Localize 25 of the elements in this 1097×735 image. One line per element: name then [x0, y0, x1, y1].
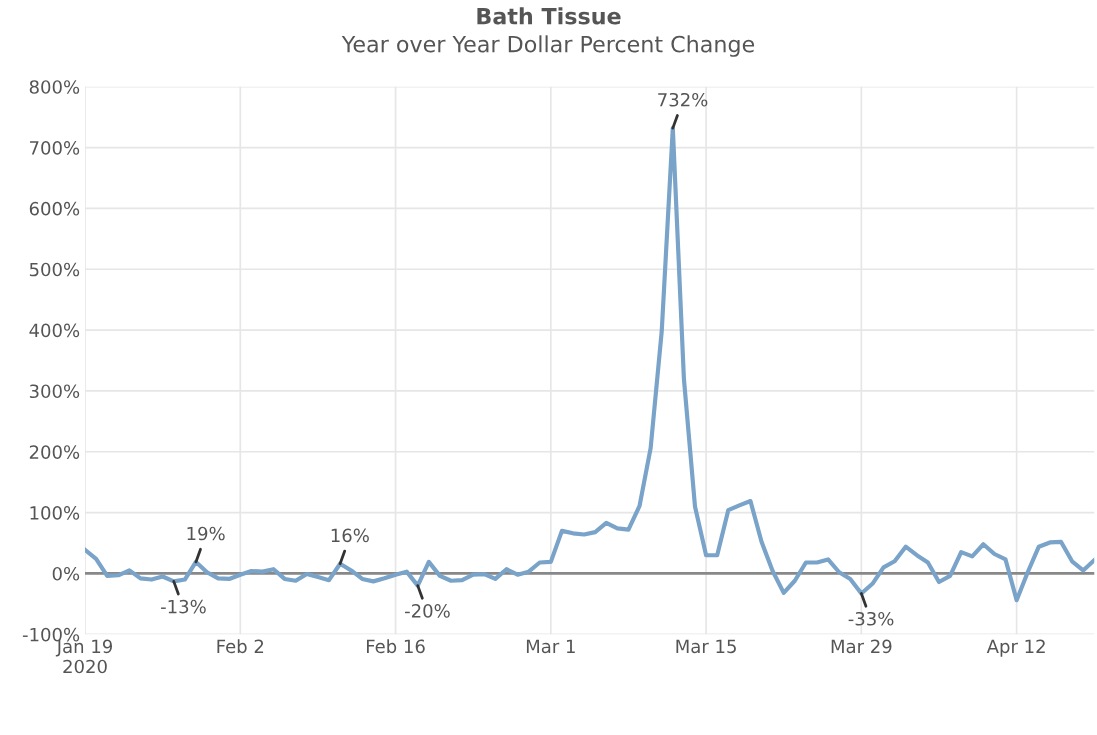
annotation: 16%	[331, 528, 369, 543]
y-tick-label: 0%	[52, 566, 80, 581]
y-tick-label: 700%	[30, 141, 80, 155]
x-tick-label: Jan 19 2020	[55, 639, 113, 674]
annotation: 19%	[187, 526, 225, 541]
x-tick-label: Feb 2	[217, 639, 264, 654]
chart-subtitle: Year over Year Dollar Percent Change	[341, 35, 755, 57]
annotation: -13%	[161, 599, 206, 614]
y-tick-label: 100%	[30, 506, 80, 520]
annotation: -20%	[405, 604, 450, 618]
y-tick-label: 800%	[29, 80, 80, 94]
y-tick-label: -100%	[22, 627, 80, 642]
annotation: 732%	[658, 92, 708, 107]
y-tick-label: 300%	[29, 384, 80, 399]
x-tick-label: Feb 16	[366, 639, 425, 654]
y-tick-label: 600%	[29, 201, 80, 216]
chart-title: Bath Tissue	[477, 7, 621, 25]
annotation: -33%	[848, 611, 894, 626]
x-tick-label: Mar 15	[676, 639, 736, 654]
y-tick-label: 500%	[29, 262, 80, 277]
x-tick-label: Apr 12	[986, 639, 1045, 657]
y-tick-label: 200%	[29, 445, 80, 459]
x-tick-label: Mar 1	[526, 639, 575, 654]
x-tick-label: Mar 29	[831, 639, 892, 654]
y-tick-label: 400%	[29, 323, 80, 338]
